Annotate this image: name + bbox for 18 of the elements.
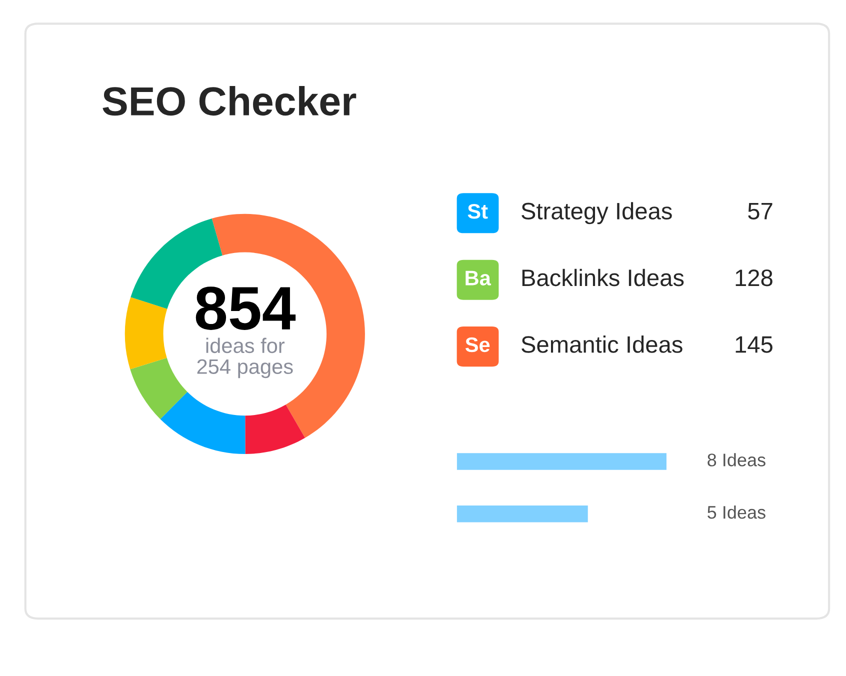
text: Ba — [466, 270, 492, 286]
data-label: 5 Ideas — [708, 506, 766, 519]
donut-slice — [130, 358, 188, 420]
text: Se — [465, 337, 490, 352]
category-label: Semantic Ideas — [522, 336, 682, 353]
data-label: 128 — [736, 269, 772, 286]
category-label: Backlinks Ideas — [522, 268, 684, 286]
chart-title: SEO Checker — [102, 86, 356, 116]
donut-slice — [160, 392, 246, 454]
text: St — [468, 204, 488, 219]
data-label: 8 Ideas — [708, 453, 766, 466]
text: 854 — [196, 286, 296, 330]
data-label: 145 — [736, 336, 772, 353]
text: ideas for 254 pages — [197, 338, 293, 378]
data-label: 57 — [748, 203, 772, 220]
category-label: Strategy Ideas — [522, 202, 672, 224]
donut-slice — [124, 297, 168, 370]
donut-slice — [245, 404, 306, 454]
